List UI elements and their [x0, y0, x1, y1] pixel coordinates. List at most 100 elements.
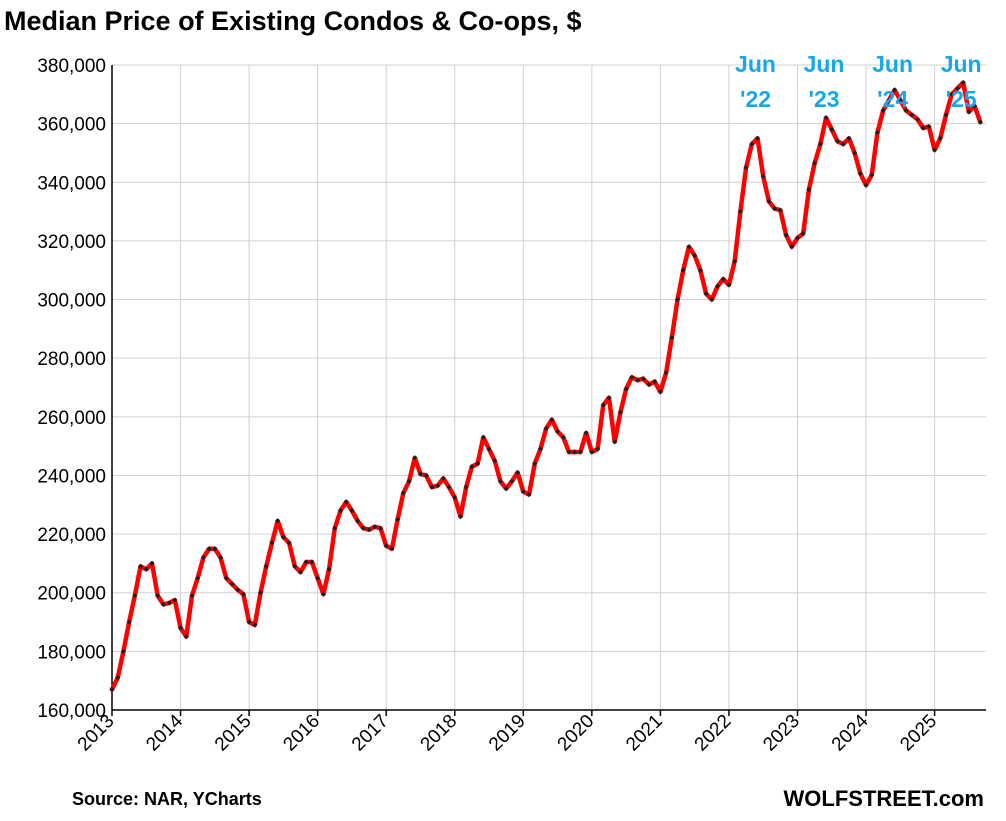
data-point-marker: [412, 455, 418, 461]
data-point-marker: [337, 508, 344, 514]
data-point-marker: [389, 546, 395, 552]
y-tick-label: 380,000: [37, 56, 106, 77]
data-point-marker: [886, 97, 892, 103]
data-point-marker: [857, 170, 863, 177]
data-point-marker: [766, 198, 772, 204]
data-point-marker: [303, 559, 309, 565]
data-point-marker: [823, 115, 829, 121]
data-point-marker: [834, 138, 841, 144]
y-tick-label: 180,000: [37, 642, 106, 663]
axes: [111, 65, 986, 716]
data-point-marker: [554, 428, 561, 435]
y-tick-label: 300,000: [37, 291, 106, 312]
data-point-marker: [600, 402, 606, 408]
x-tick-label: 2022: [691, 711, 736, 756]
data-point-marker: [126, 619, 132, 625]
data-point-marker: [240, 591, 246, 597]
data-point-marker: [566, 449, 572, 455]
x-tick-label: 2017: [348, 711, 393, 756]
y-tick-label: 280,000: [37, 349, 106, 370]
data-point-marker: [977, 119, 983, 125]
data-point-marker: [663, 370, 669, 376]
annotation-label: '24: [877, 86, 908, 112]
data-point-marker: [355, 518, 361, 524]
data-point-marker: [246, 619, 252, 625]
data-point-marker: [800, 230, 806, 237]
data-point-marker: [417, 471, 424, 477]
data-point-marker: [537, 446, 544, 452]
data-point-marker: [703, 291, 709, 297]
data-point-marker: [572, 449, 578, 455]
data-point-marker: [577, 449, 584, 455]
annotation-label: Jun: [941, 51, 982, 77]
data-point-marker: [880, 107, 886, 114]
data-point-marker: [960, 79, 966, 86]
y-tick-label: 220,000: [37, 525, 106, 546]
data-point-marker: [377, 525, 384, 531]
x-tick-label: 2018: [417, 711, 462, 756]
data-point-marker: [406, 478, 412, 484]
data-point-marker: [549, 417, 555, 423]
data-point-marker: [257, 590, 264, 596]
data-point-marker: [783, 232, 789, 238]
data-point-marker: [737, 208, 743, 215]
data-point-marker: [943, 112, 949, 118]
data-point-marker: [183, 634, 189, 640]
data-point-marker: [829, 126, 835, 133]
data-point-marker: [720, 276, 726, 282]
data-point-marker: [686, 244, 692, 250]
data-point-marker: [177, 625, 184, 631]
data-point-marker: [360, 525, 366, 531]
data-point-marker: [789, 244, 795, 250]
annotations: Jun '22 Jun '23 Jun '24 Jun '25: [735, 51, 982, 112]
data-point-marker: [680, 267, 686, 273]
data-point-marker: [480, 434, 486, 440]
data-point-marker: [966, 109, 972, 115]
data-point-marker: [594, 446, 601, 452]
y-tick-label: 320,000: [37, 232, 106, 253]
data-point-marker: [749, 141, 755, 147]
data-point-marker: [652, 379, 658, 385]
data-point-marker: [520, 488, 526, 495]
data-point-marker: [760, 173, 766, 180]
data-point-marker: [777, 207, 783, 213]
data-point-marker: [349, 508, 355, 514]
data-point-marker: [189, 593, 195, 599]
data-point-marker: [143, 566, 149, 572]
data-point-marker: [623, 386, 629, 392]
data-point-marker: [309, 559, 315, 565]
data-point-marker: [457, 513, 464, 520]
data-point-marker: [383, 543, 389, 549]
data-point-marker: [732, 258, 738, 265]
y-tick-label: 200,000: [37, 584, 106, 605]
annotation-label: Jun: [735, 51, 776, 77]
series-markers: [109, 79, 983, 693]
data-point-marker: [863, 182, 869, 188]
data-point-marker: [332, 525, 338, 531]
data-point-marker: [817, 141, 823, 147]
data-point-marker: [486, 446, 492, 452]
data-point-marker: [109, 686, 115, 693]
data-point-marker: [726, 282, 732, 288]
data-point-marker: [280, 534, 286, 540]
data-point-marker: [794, 235, 801, 241]
data-point-marker: [315, 575, 321, 581]
data-point-marker: [286, 540, 292, 546]
y-tick-label: 260,000: [37, 408, 106, 429]
x-tick-label: 2014: [142, 710, 187, 755]
data-point-marker: [743, 165, 749, 171]
data-point-marker: [132, 593, 138, 599]
data-point-marker: [395, 516, 401, 523]
x-tick-label: 2020: [554, 711, 599, 756]
x-tick-label: 2019: [485, 711, 530, 756]
data-point-marker: [343, 499, 349, 505]
series-line-path: [109, 80, 983, 692]
data-point-marker: [366, 527, 372, 533]
data-point-marker: [292, 563, 298, 569]
data-point-marker: [509, 478, 515, 484]
data-point-marker: [469, 464, 475, 470]
y-tick-label: 340,000: [37, 173, 106, 194]
data-point-marker: [526, 491, 532, 498]
x-tick-label: 2024: [828, 710, 873, 755]
